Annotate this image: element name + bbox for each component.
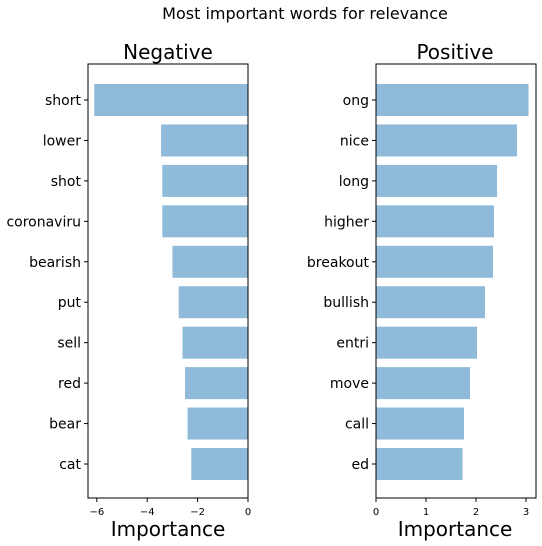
category-label-ed: ed [352,457,370,473]
category-label-bear: bear [49,417,81,433]
bar-bear [187,407,248,440]
bar-shot [162,164,248,197]
figure-suptitle: Most important words for relevance [162,4,448,23]
x-tick-label: −4 [140,507,155,518]
category-label-short: short [45,93,81,109]
bar-sell [182,326,248,359]
category-label-cat: cat [59,457,81,473]
bar-group [376,84,529,480]
category-label-red: red [58,376,81,392]
category-label-ong: ong [343,93,369,109]
bar-short [94,84,248,116]
bar-entri [376,326,477,359]
x-axis-label: Importance [398,517,513,541]
category-label-shot: shot [51,174,82,190]
chart-title: Negative [123,40,213,64]
category-label-lower: lower [43,133,82,149]
bar-long [376,164,497,197]
x-tick-label: 0 [245,507,251,518]
bar-cat [191,448,248,480]
x-ticks: 0 1 2 3 [373,498,529,518]
category-label-call: call [345,417,369,433]
bar-move [376,367,470,400]
category-label-put: put [58,295,82,311]
category-label-long: long [339,174,369,190]
bar-put [178,286,248,319]
category-label-entri: entri [336,336,369,352]
category-label-bearish: bearish [29,255,81,271]
category-label-breakout: breakout [307,255,370,271]
bar-call [376,407,464,440]
category-label-sell: sell [57,336,81,352]
category-labels: short lower shot coronaviru bearish put sell re… [6,93,88,473]
positive-chart: Positive Importance ong nice long higher bre… [307,40,537,541]
bar-coronaviru [162,205,248,238]
x-tick-label: 2 [473,507,479,518]
bar-nice [376,124,517,157]
x-tick-label: −2 [190,507,205,518]
category-label-bullish: bullish [323,295,369,311]
plot-frame [375,63,537,499]
bar-group [94,84,248,480]
x-ticks: −6 −4 −2 0 [89,498,251,518]
x-tick-label: 3 [523,507,529,518]
bar-higher [376,205,494,238]
bar-lower [161,124,248,157]
bar-red [185,367,248,400]
bar-ong [376,84,529,116]
bar-bullish [376,286,485,319]
category-label-move: move [330,376,369,392]
bar-ed [376,448,463,480]
bar-breakout [376,245,493,278]
category-label-nice: nice [340,133,369,149]
category-label-coronaviru: coronaviru [6,214,81,230]
x-tick-label: 1 [423,507,429,518]
x-axis-label: Importance [111,517,226,541]
plot-frame [87,63,249,499]
bar-bearish [172,245,248,278]
x-tick-label: 0 [373,507,379,518]
category-labels: ong nice long higher breakout bullish entri mov… [307,93,376,473]
chart-title: Positive [416,40,493,64]
x-tick-label: −6 [89,507,104,518]
negative-chart: Negative Importance short lower shot corona… [6,40,251,541]
category-label-higher: higher [324,214,369,230]
